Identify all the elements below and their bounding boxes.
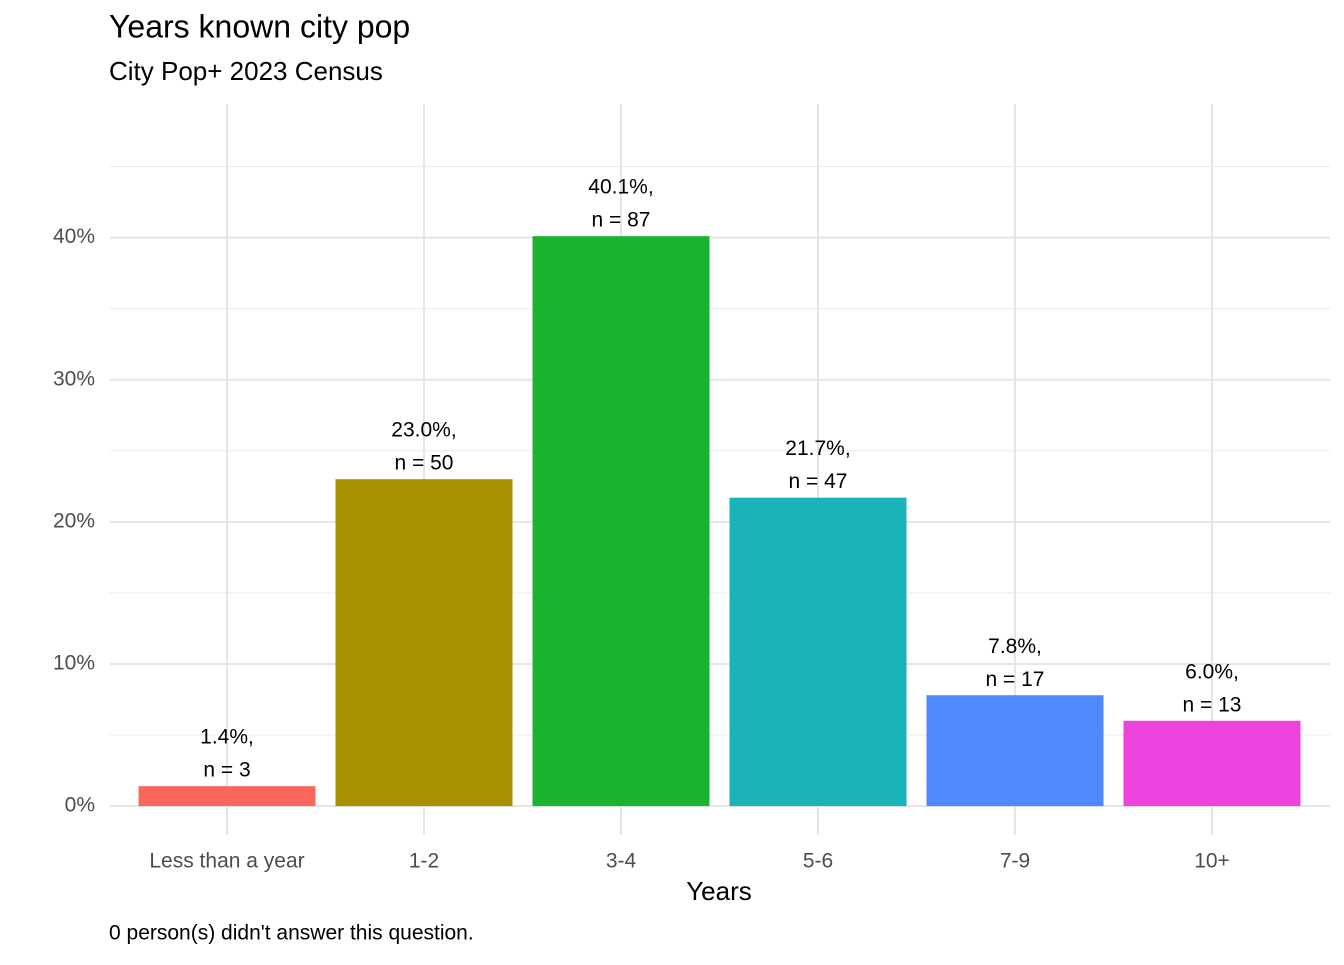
value-label: 1.4%, (200, 726, 254, 749)
x-tick-label: 10+ (1194, 850, 1230, 873)
y-tick-label: 30% (53, 367, 95, 390)
count-label: n = 17 (986, 668, 1045, 691)
x-tick-label: 3-4 (606, 850, 637, 873)
x-axis-label: Years (686, 876, 752, 906)
x-tick-label: 1-2 (409, 850, 439, 873)
bar (335, 479, 513, 807)
chart-subtitle: City Pop+ 2023 Census (109, 56, 383, 86)
count-label: n = 13 (1183, 693, 1242, 716)
count-label: n = 47 (789, 470, 848, 493)
y-tick-label: 20% (53, 509, 95, 532)
x-tick-label: 5-6 (803, 850, 833, 873)
y-tick-label: 0% (65, 794, 95, 817)
count-label: n = 87 (592, 209, 651, 232)
x-tick-label: 7-9 (1000, 850, 1030, 873)
bar (926, 695, 1104, 807)
y-tick-label: 10% (53, 652, 95, 675)
count-label: n = 3 (203, 759, 250, 782)
value-label: 7.8%, (988, 635, 1042, 658)
y-tick-label: 40% (53, 225, 95, 248)
value-label: 40.1%, (588, 176, 653, 199)
value-label: 21.7%, (785, 437, 850, 460)
value-label: 23.0%, (391, 419, 456, 442)
bar (729, 497, 907, 807)
bar (532, 236, 710, 807)
value-label: 6.0%, (1185, 660, 1239, 683)
chart-title: Years known city pop (109, 8, 410, 44)
x-tick-label: Less than a year (149, 850, 304, 873)
caption: 0 person(s) didn't answer this question. (109, 922, 474, 945)
count-label: n = 50 (395, 452, 454, 475)
bar (1123, 720, 1301, 807)
bar (138, 786, 316, 807)
